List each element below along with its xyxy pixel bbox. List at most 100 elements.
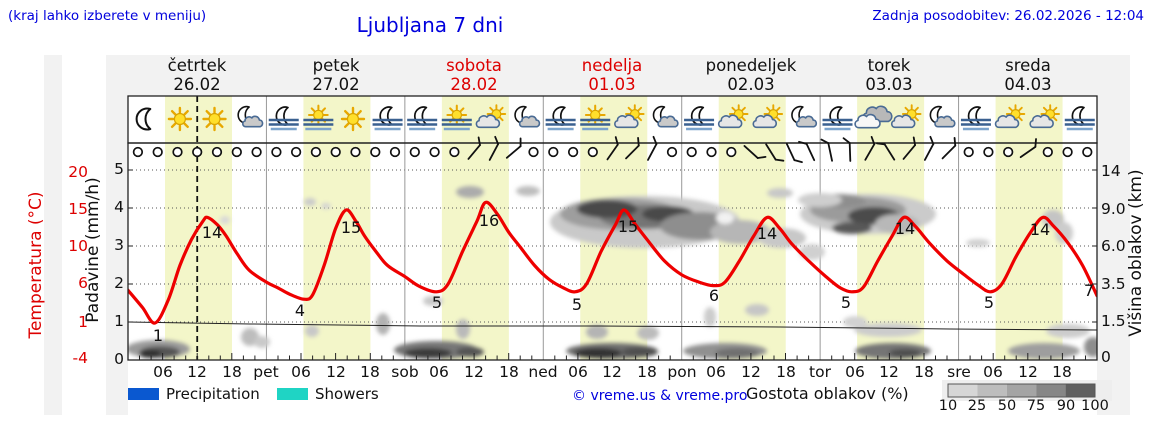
- wind-calm-icon: [587, 146, 598, 158]
- wind-calm-icon: [548, 146, 559, 158]
- cloud-axis-tick: 9.0: [1101, 200, 1126, 218]
- wind-calm-icon: [567, 146, 579, 158]
- day-name: petek: [312, 56, 360, 75]
- x-axis-day-label: tor: [809, 363, 831, 381]
- sun-glyph: [584, 104, 606, 126]
- wind-barb-icon: [743, 145, 767, 159]
- wind-calm-icon: [1003, 146, 1014, 158]
- x-axis-day-label: sob: [391, 363, 419, 381]
- x-axis-hour-label: 18: [360, 363, 380, 381]
- day-name: četrtek: [167, 56, 227, 75]
- x-axis-hour-label: 06: [291, 363, 311, 381]
- wind-barb-icon: [923, 135, 935, 161]
- x-axis-hour-label: 06: [429, 363, 449, 381]
- weather-icon-moon-cloud: [237, 105, 264, 128]
- temp-value-label: 7: [1083, 281, 1095, 300]
- x-axis-hour-label: 18: [914, 363, 934, 381]
- weather-icon-moon-cloud: [929, 105, 956, 128]
- day-date: 28.02: [450, 75, 498, 94]
- wind-barb-icon: [941, 136, 957, 160]
- x-axis-hour-label: 06: [568, 363, 588, 381]
- day-date: 02.03: [727, 75, 775, 94]
- density-tick-label: 50: [997, 398, 1017, 414]
- temp-value-label: 14: [201, 223, 223, 242]
- temp-value-label: 5: [571, 295, 583, 314]
- cloud-glyph: [657, 115, 679, 128]
- day-date: 27.02: [312, 75, 360, 94]
- weather-icon-sun: [167, 106, 193, 132]
- day-name: sreda: [1005, 56, 1051, 75]
- weather-icon-sun-cloud: [1029, 104, 1060, 129]
- temp-value-label: 14: [894, 219, 916, 238]
- x-axis-hour-label: 06: [153, 363, 173, 381]
- x-axis-hour-label: 12: [464, 363, 484, 381]
- x-axis-day-label: sre: [947, 363, 971, 381]
- x-axis-hour-label: 18: [776, 363, 796, 381]
- weather-icon-moon-fog: [822, 106, 853, 131]
- density-tick-label: 75: [1026, 398, 1046, 414]
- cloud-axis-tick: 14: [1101, 162, 1121, 180]
- temp-axis-tick: 6: [78, 274, 88, 292]
- wind-calm-icon: [1082, 146, 1093, 158]
- temp-value-label: 4: [294, 301, 306, 320]
- wind-barb-icon: [842, 137, 852, 162]
- cloud-axis-tick: 1.5: [1101, 312, 1126, 330]
- x-axis-hour-label: 12: [741, 363, 761, 381]
- temp-value-label: 14: [756, 224, 778, 243]
- temp-axis-tick: -4: [72, 349, 88, 367]
- weather-icon-row: [135, 104, 1095, 132]
- cloud-glyph: [475, 114, 501, 129]
- temp-value-label: 14: [1029, 220, 1051, 239]
- cloud-axis-tick: 6.0: [1101, 237, 1126, 255]
- copyright-link[interactable]: © vreme.us & vreme.pro: [572, 388, 748, 404]
- day-date: 04.03: [1004, 75, 1052, 94]
- day-name: nedelja: [581, 56, 643, 75]
- cloud-glyph: [994, 114, 1020, 129]
- cloud-glyph: [795, 115, 818, 128]
- wind-calm-icon: [726, 146, 737, 158]
- cloud-axis-tick: 3.5: [1101, 275, 1126, 293]
- cloud-axis-tick: 0: [1101, 348, 1111, 366]
- precip-axis-tick: 5: [114, 160, 124, 178]
- precip-axis-tick: 4: [114, 198, 124, 216]
- wind-barb-icon: [864, 135, 876, 161]
- weather-icon-sun-cloud: [614, 104, 645, 129]
- day-date: 03.03: [865, 75, 913, 94]
- wind-calm-icon: [271, 146, 282, 158]
- wind-calm-icon: [409, 146, 420, 158]
- temp-axis-tick: 20: [68, 163, 88, 181]
- wind-calm-icon: [251, 146, 262, 158]
- wind-calm-icon: [686, 146, 697, 158]
- sun-glyph: [307, 104, 329, 126]
- day-name: ponedeljek: [705, 56, 797, 75]
- weather-icon-sun: [202, 106, 227, 132]
- density-tick-label: 100: [1081, 398, 1109, 414]
- showers-legend-label: Showers: [315, 385, 379, 403]
- temperature-axis-title: Temperatura (°C): [26, 191, 46, 339]
- weather-icon-moon-fog: [1064, 106, 1095, 131]
- x-axis-hour-label: 12: [602, 363, 622, 381]
- weather-icon-sun: [340, 106, 366, 132]
- temp-axis-tick: 10: [68, 237, 88, 255]
- weather-icon-moon-fog: [545, 106, 576, 131]
- moon-glyph: [135, 107, 152, 131]
- x-axis-day-label: ned: [528, 363, 558, 381]
- temp-axis-tick: 15: [68, 200, 88, 218]
- weather-icon-sun-fog: [580, 104, 611, 131]
- location-hint: (kraj lahko izberete v meniju): [8, 8, 207, 24]
- x-axis-hour-label: 12: [187, 363, 207, 381]
- temp-value-label: 15: [340, 218, 362, 237]
- temp-value-label: 6: [708, 286, 720, 305]
- wind-calm-icon: [389, 146, 401, 158]
- wind-calm-icon: [528, 146, 539, 158]
- temp-value-label: 5: [983, 293, 995, 312]
- temp-value-label: 1: [152, 326, 164, 345]
- sun-glyph: [340, 106, 366, 132]
- wind-calm-icon: [429, 146, 440, 158]
- cloud-density-gradient-bar: [947, 383, 1096, 398]
- day-name: torek: [867, 56, 911, 75]
- weather-icon-moon-fog: [268, 106, 299, 131]
- x-axis-hour-label: 12: [326, 363, 346, 381]
